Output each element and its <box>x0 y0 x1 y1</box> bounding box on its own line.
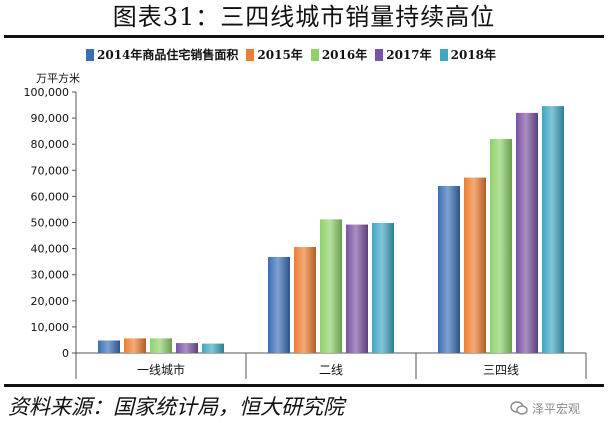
y-tick-label: 40,000 <box>31 243 70 256</box>
y-tick-label: 50,000 <box>31 217 70 230</box>
legend-item-4: 2017年 <box>375 46 432 63</box>
legend-item-3: 2016年 <box>310 46 368 63</box>
bar-5-1 <box>202 343 224 353</box>
bar-1-2 <box>268 256 290 353</box>
legend-swatch <box>375 48 384 61</box>
y-tick-label: 70,000 <box>31 164 70 177</box>
bar-1-3 <box>438 185 460 353</box>
bar-3-3 <box>490 138 512 353</box>
legend-swatch <box>86 48 94 61</box>
legend-swatch <box>310 48 319 61</box>
legend-label: 2017年 <box>386 48 432 62</box>
y-tick-label: 80,000 <box>31 138 70 151</box>
legend-label: 2018年 <box>450 48 497 62</box>
y-tick-label: 0 <box>62 347 69 360</box>
category-label: 一线城市 <box>137 362 185 377</box>
bar-1-1 <box>98 340 120 353</box>
bar-chart: 0 10,000 20,000 30,000 40,000 50,000 60,000 70,… <box>24 86 587 379</box>
y-tick-label: 10,000 <box>31 321 70 334</box>
y-tick-label: 30,000 <box>31 269 70 282</box>
bar-4-1 <box>176 343 198 353</box>
page-title: 图表31：三四线城市销量持续高位 <box>112 3 496 31</box>
legend-item-2: 2015年 <box>246 46 303 63</box>
top-rule <box>4 35 604 38</box>
y-tick-label: 90,000 <box>31 112 70 125</box>
bar-5-3 <box>542 106 564 354</box>
legend-label: 2014年商品住宅销售面积 <box>97 48 239 62</box>
legend-item-1: 2014年商品住宅销售面积 <box>86 46 238 63</box>
bar-2-1 <box>124 338 146 353</box>
watermark-text: 泽平宏观 <box>532 401 581 416</box>
category-label: 三四线 <box>483 363 519 377</box>
bar-5-2 <box>372 223 394 353</box>
chart-legend: 2014年商品住宅销售面积 2015年 2016年 2017年 2018年 <box>86 46 496 63</box>
bar-3-1 <box>150 338 172 353</box>
y-tick-label: 100,000 <box>24 86 70 99</box>
wechat-icon <box>510 401 528 415</box>
legend-swatch <box>439 48 448 61</box>
legend-swatch <box>246 48 255 61</box>
y-tick-label: 20,000 <box>31 295 70 308</box>
bar-4-3 <box>516 112 538 353</box>
legend-item-5: 2018年 <box>439 46 497 63</box>
y-tick-label: 60,000 <box>31 190 70 203</box>
category-label: 二线 <box>319 363 343 377</box>
y-axis-unit-label: 万平方米 <box>36 72 80 85</box>
legend-label: 2015年 <box>257 48 303 62</box>
legend-label: 2016年 <box>321 48 368 62</box>
bar-3-2 <box>320 219 342 353</box>
bar-4-2 <box>346 224 368 353</box>
bar-2-3 <box>464 177 486 353</box>
bottom-rule <box>4 384 604 387</box>
source-note: 资料来源：国家统计局，恒大研究院 <box>8 395 344 419</box>
watermark: 泽平宏观 <box>510 398 604 418</box>
bar-2-2 <box>294 247 316 353</box>
